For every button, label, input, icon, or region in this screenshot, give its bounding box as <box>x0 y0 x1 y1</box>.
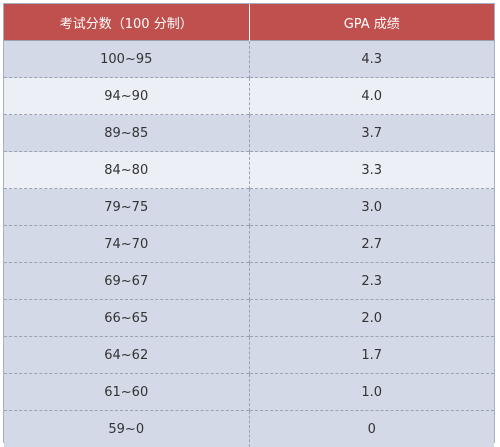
score-cell: 79~75 <box>4 189 249 226</box>
score-cell: 89~85 <box>4 115 249 152</box>
gpa-cell: 1.7 <box>249 337 494 374</box>
table-row: 59~0 0 <box>4 411 494 447</box>
table-row: 100~95 4.3 <box>4 41 494 78</box>
score-cell: 69~67 <box>4 263 249 300</box>
table-row: 66~65 2.0 <box>4 300 494 337</box>
gpa-cell: 2.3 <box>249 263 494 300</box>
gpa-cell: 4.0 <box>249 78 494 115</box>
table-header: 考试分数（100 分制） GPA 成绩 <box>4 4 494 41</box>
score-cell: 74~70 <box>4 226 249 263</box>
gpa-table-frame: 考试分数（100 分制） GPA 成绩 100~95 4.3 94~90 4.0… <box>3 3 495 443</box>
table-row: 61~60 1.0 <box>4 374 494 411</box>
score-cell: 94~90 <box>4 78 249 115</box>
score-cell: 61~60 <box>4 374 249 411</box>
gpa-conversion-table: 考试分数（100 分制） GPA 成绩 100~95 4.3 94~90 4.0… <box>4 4 494 447</box>
gpa-cell: 3.3 <box>249 152 494 189</box>
gpa-cell: 4.3 <box>249 41 494 78</box>
table-row: 79~75 3.0 <box>4 189 494 226</box>
gpa-cell: 2.0 <box>249 300 494 337</box>
table-row: 74~70 2.7 <box>4 226 494 263</box>
table-row: 89~85 3.7 <box>4 115 494 152</box>
table-row: 64~62 1.7 <box>4 337 494 374</box>
table-row: 69~67 2.3 <box>4 263 494 300</box>
header-gpa: GPA 成绩 <box>249 4 494 41</box>
score-cell: 64~62 <box>4 337 249 374</box>
score-cell: 66~65 <box>4 300 249 337</box>
gpa-cell: 2.7 <box>249 226 494 263</box>
score-cell: 59~0 <box>4 411 249 447</box>
gpa-cell: 1.0 <box>249 374 494 411</box>
gpa-cell: 0 <box>249 411 494 447</box>
header-row: 考试分数（100 分制） GPA 成绩 <box>4 4 494 41</box>
table-row: 84~80 3.3 <box>4 152 494 189</box>
gpa-cell: 3.0 <box>249 189 494 226</box>
score-cell: 100~95 <box>4 41 249 78</box>
table-body: 100~95 4.3 94~90 4.0 89~85 3.7 84~80 3.3… <box>4 41 494 447</box>
table-row: 94~90 4.0 <box>4 78 494 115</box>
header-score: 考试分数（100 分制） <box>4 4 249 41</box>
gpa-cell: 3.7 <box>249 115 494 152</box>
score-cell: 84~80 <box>4 152 249 189</box>
